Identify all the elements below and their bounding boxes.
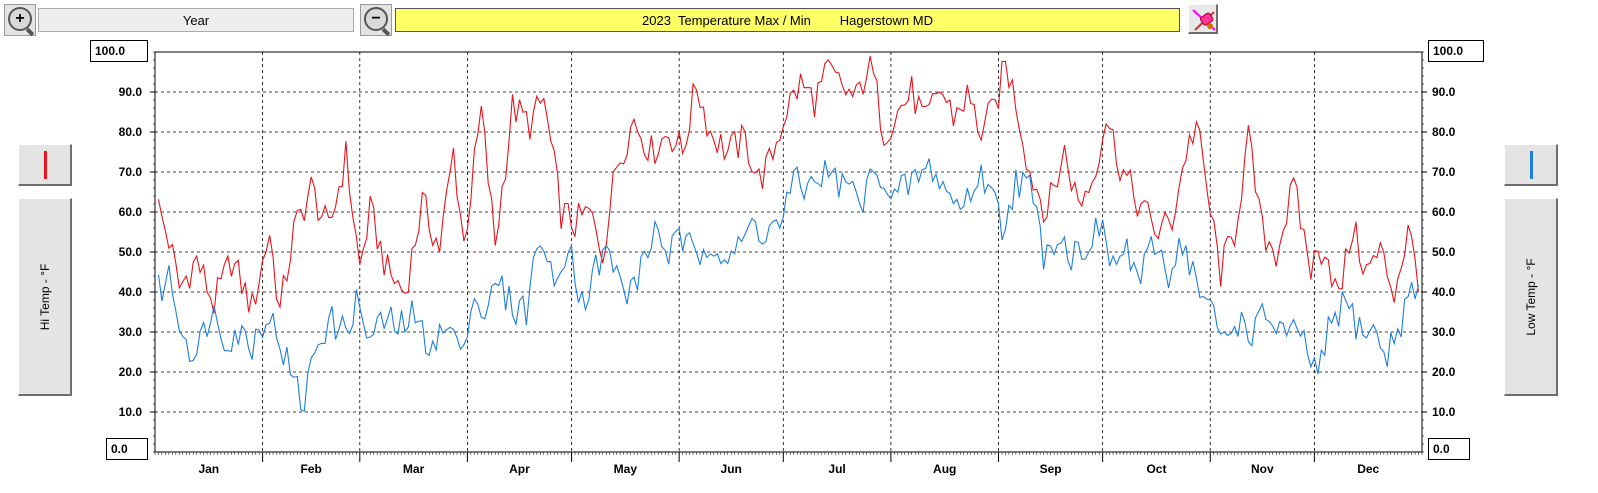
right-ytick-label: 10.0 (1432, 405, 1456, 419)
left-ytick-label: 90.0 (119, 85, 143, 99)
left-ytick-label: 10.0 (119, 405, 143, 419)
left-ymax-input[interactable]: 100.0 (90, 40, 148, 62)
left-ytick-label: 60.0 (119, 205, 143, 219)
hi-axis-label[interactable]: Hi Temp - °F (18, 198, 72, 396)
zoom-out-button[interactable]: − (360, 4, 392, 37)
month-label: Jun (721, 462, 742, 476)
zoom-out-icon: − (364, 7, 388, 31)
eraser-button[interactable] (1188, 4, 1218, 34)
axis-ticks: 10.0 10.0 20.0 20.0 30.0 30.0 40.0 40.0 50.0 50.0… (119, 51, 1456, 476)
month-label: Apr (509, 462, 530, 476)
hi-series-swatch (44, 151, 47, 179)
period-select[interactable]: Year (38, 8, 354, 32)
month-label: Feb (301, 462, 322, 476)
right-ytick-label: 70.0 (1432, 165, 1456, 179)
right-ytick-label: 40.0 (1432, 285, 1456, 299)
left-ytick-label: 80.0 (119, 125, 143, 139)
right-ytick-label: 20.0 (1432, 365, 1456, 379)
right-ytick-label: 50.0 (1432, 245, 1456, 259)
month-label: Jan (198, 462, 219, 476)
chart-title: 2023 Temperature Max / Min Hagerstown MD (395, 8, 1180, 32)
low-series-swatch (1530, 151, 1533, 179)
right-ytick-label: 30.0 (1432, 325, 1456, 339)
month-label: Mar (403, 462, 425, 476)
zoom-in-button[interactable]: + (4, 4, 36, 37)
left-ytick-label: 50.0 (119, 245, 143, 259)
month-label: Jul (828, 462, 845, 476)
month-label: Oct (1146, 462, 1166, 476)
grid-lines (155, 52, 1422, 452)
low-axis-label[interactable]: Low Temp - °F (1504, 198, 1558, 396)
left-ytick-label: 40.0 (119, 285, 143, 299)
month-label: Sep (1040, 462, 1062, 476)
month-label: Dec (1357, 462, 1379, 476)
right-ytick-label: 90.0 (1432, 85, 1456, 99)
eraser-icon (1192, 9, 1216, 31)
left-ymin-input[interactable]: 0.0 (106, 438, 148, 460)
right-ytick-label: 80.0 (1432, 125, 1456, 139)
low-temp-line (157, 158, 1420, 413)
month-label: Nov (1251, 462, 1274, 476)
hi-temp-line (157, 55, 1420, 314)
zoom-in-icon: + (8, 7, 32, 31)
right-ytick-label: 60.0 (1432, 205, 1456, 219)
month-label: Aug (933, 462, 956, 476)
low-legend-button[interactable] (1504, 144, 1558, 186)
month-label: May (614, 462, 638, 476)
right-ymin-input[interactable]: 0.0 (1428, 438, 1470, 460)
left-ytick-label: 30.0 (119, 325, 143, 339)
hi-legend-button[interactable] (18, 144, 72, 186)
left-ytick-label: 70.0 (119, 165, 143, 179)
series-lines (157, 55, 1420, 413)
left-ytick-label: 20.0 (119, 365, 143, 379)
right-ymax-input[interactable]: 100.0 (1428, 40, 1484, 62)
